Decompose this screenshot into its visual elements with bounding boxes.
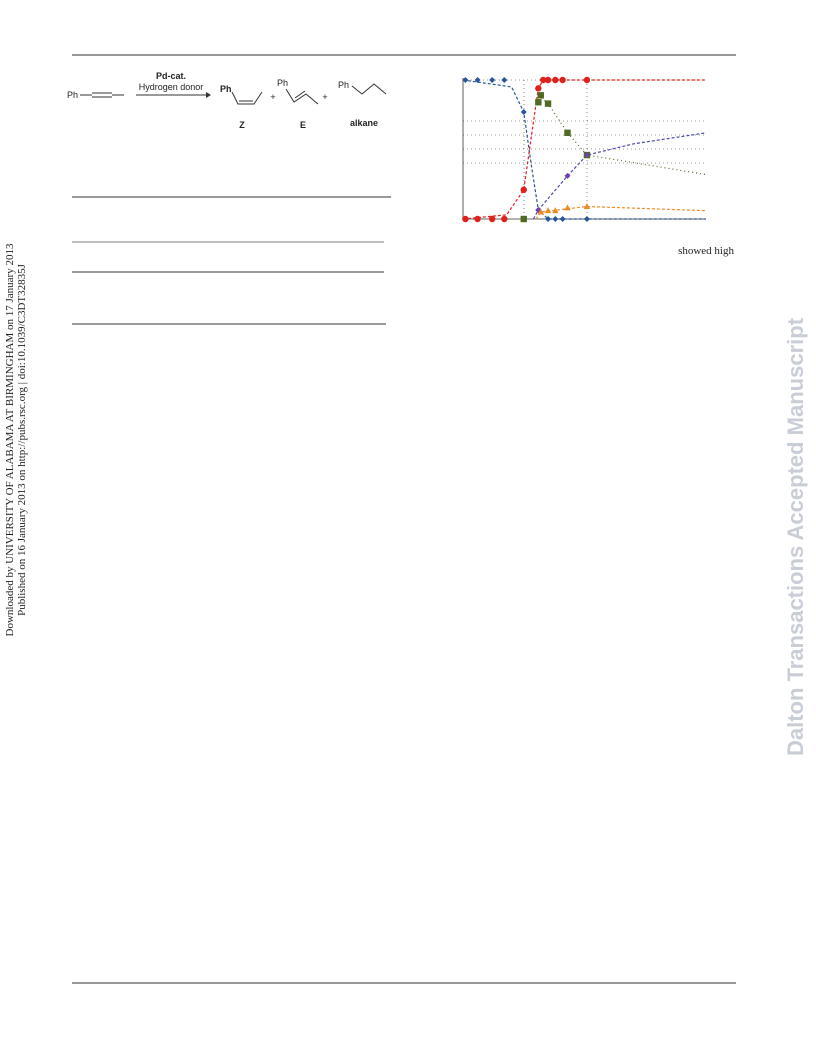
data-point [545, 216, 552, 222]
download-note: Downloaded by UNIVERSITY OF ALABAMA AT B… [4, 243, 16, 636]
product-label: Z [239, 120, 245, 130]
data-point [488, 215, 496, 223]
data-point [583, 216, 590, 222]
product-label: E [300, 120, 306, 130]
trend-line [532, 132, 707, 220]
data-point [583, 152, 590, 159]
watermark: Dalton Transactions Accepted Manuscript [783, 317, 808, 756]
publish-note: Published on 16 January 2013 on http://p… [16, 263, 28, 616]
data-point [520, 108, 527, 115]
data-point [501, 77, 508, 83]
data-point [564, 172, 571, 179]
trend-line [535, 205, 707, 220]
data-point [474, 77, 481, 83]
data-point [544, 207, 552, 214]
trend-line [462, 79, 706, 220]
product-group: Ph [277, 78, 288, 88]
data-point [544, 76, 552, 84]
data-point [539, 76, 547, 84]
data-point [552, 207, 559, 214]
plus: + [322, 92, 327, 102]
body-text: showed high [678, 245, 734, 257]
data-point [535, 85, 542, 92]
data-point [520, 215, 527, 223]
reaction-scheme: Ph Pd-cat. Hydrogen donor Ph Z + Ph E + … [67, 71, 387, 130]
data-point [462, 215, 469, 223]
data-point [501, 215, 508, 223]
trend-line [462, 79, 706, 220]
data-point [544, 100, 552, 107]
product-label: alkane [350, 118, 378, 128]
data-point [564, 204, 571, 211]
data-point [559, 76, 566, 84]
data-point [520, 186, 527, 194]
product-group: Ph [220, 84, 232, 94]
reagent: Hydrogen donor [139, 82, 204, 92]
reactant-group: Ph [67, 90, 78, 100]
data-point [462, 77, 469, 83]
catalyst: Pd-cat. [156, 71, 186, 81]
data-point [583, 202, 591, 209]
data-point [559, 216, 566, 222]
data-point [552, 216, 559, 222]
data-point [474, 215, 481, 223]
plus: + [270, 92, 275, 102]
data-point [489, 77, 496, 83]
data-point [583, 76, 591, 84]
data-point [535, 99, 542, 106]
data-point [537, 92, 544, 99]
data-point [564, 129, 571, 137]
figure [462, 76, 707, 223]
data-point [537, 208, 544, 215]
trend-line [537, 94, 707, 176]
data-point [552, 76, 559, 84]
product-group: Ph [338, 80, 349, 90]
